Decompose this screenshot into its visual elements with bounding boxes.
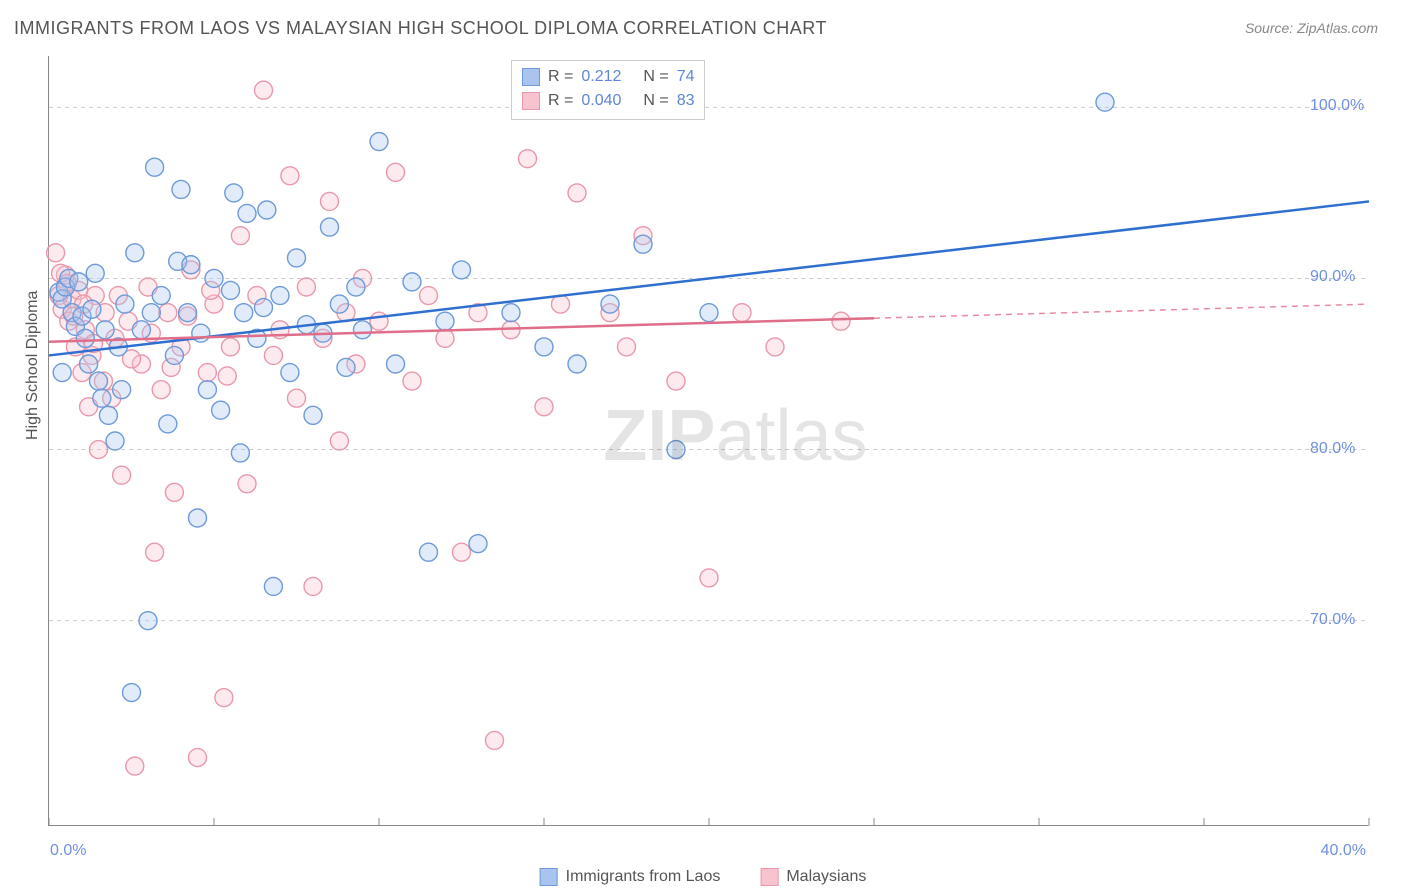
stat-r-label: R = — [548, 89, 573, 113]
legend-item-malaysians: Malaysians — [760, 868, 866, 886]
plot-svg — [49, 56, 1368, 825]
legend-item-laos: Immigrants from Laos — [540, 868, 721, 886]
y-tick-label: 100.0% — [1310, 97, 1364, 115]
chart-container: IMMIGRANTS FROM LAOS VS MALAYSIAN HIGH S… — [0, 0, 1406, 892]
stats-legend-box: R = 0.212 N = 74 R = 0.040 N = 83 — [511, 60, 705, 120]
plot-area: ZIPatlas R =0.212N =74R =0.040N =83 — [48, 56, 1368, 826]
y-axis-label: High School Diploma — [24, 291, 42, 440]
y-tick-label: 90.0% — [1310, 268, 1355, 286]
bottom-legend: Immigrants from Laos Malaysians — [540, 868, 867, 886]
legend-swatch-malaysians — [522, 92, 540, 110]
stat-r-value: 0.040 — [581, 89, 635, 113]
stat-n-label: N = — [643, 89, 668, 113]
x-tick-label: 40.0% — [1321, 842, 1366, 860]
stat-n-label: N = — [643, 65, 668, 89]
stats-row-laos: R = 0.212 N = 74 — [522, 65, 694, 89]
stat-n-value: 83 — [677, 89, 695, 113]
source-label: Source: ZipAtlas.com — [1245, 20, 1378, 36]
stat-r-value: 0.212 — [581, 65, 635, 89]
stat-r-label: R = — [548, 65, 573, 89]
legend-swatch-laos — [540, 868, 558, 886]
x-tick-label: 0.0% — [50, 842, 86, 860]
legend-swatch-laos — [522, 68, 540, 86]
stats-row-malaysians: R = 0.040 N = 83 — [522, 89, 694, 113]
y-tick-label: 70.0% — [1310, 611, 1355, 629]
chart-title: IMMIGRANTS FROM LAOS VS MALAYSIAN HIGH S… — [14, 18, 827, 39]
stat-n-value: 74 — [677, 65, 695, 89]
y-tick-label: 80.0% — [1310, 440, 1355, 458]
legend-label-laos: Immigrants from Laos — [566, 868, 721, 886]
legend-swatch-malaysians — [760, 868, 778, 886]
legend-label-malaysians: Malaysians — [786, 868, 866, 886]
